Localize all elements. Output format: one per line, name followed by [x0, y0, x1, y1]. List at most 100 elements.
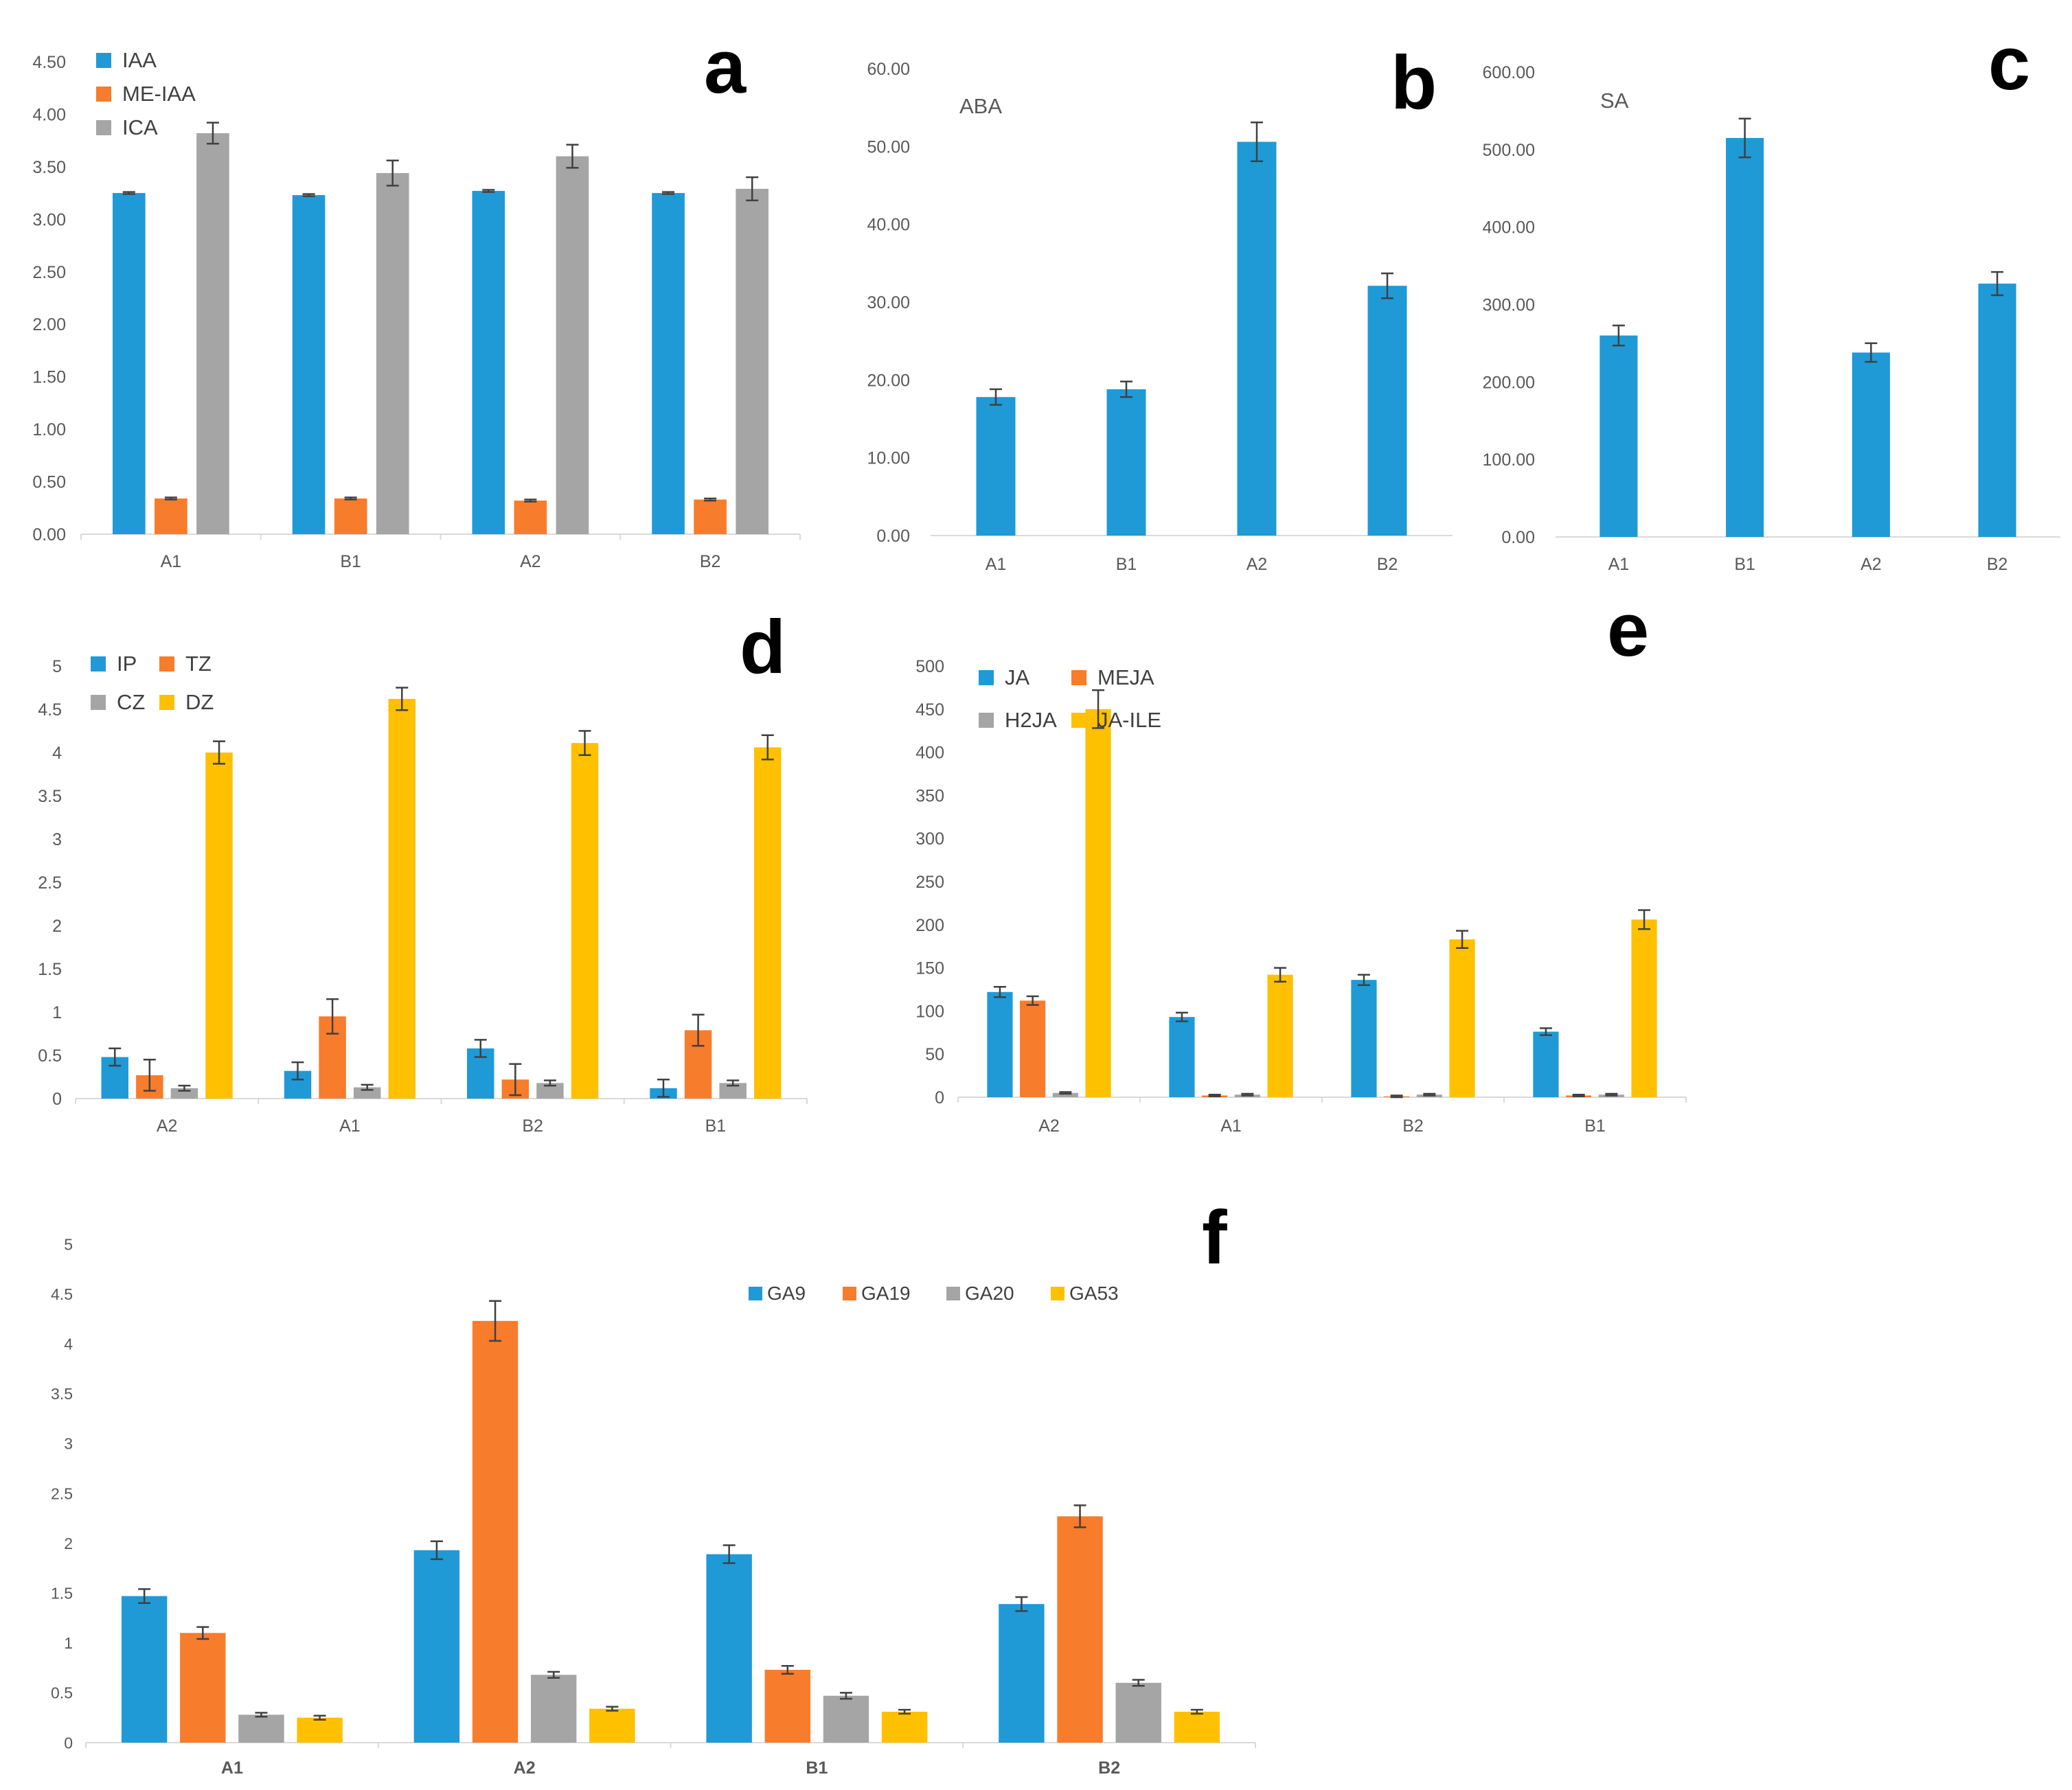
legend-swatch — [843, 1287, 856, 1300]
error-bar — [1132, 1679, 1145, 1687]
error-bar — [138, 1588, 151, 1604]
y-tick-label: 600.00 — [1483, 63, 1535, 82]
x-category-label: B2 — [1987, 555, 2008, 574]
bar-f-ga53-a1 — [297, 1717, 343, 1743]
legend-label: ME-IAA — [122, 82, 196, 106]
error-bar — [657, 1079, 670, 1098]
bar-a-ica-b2 — [736, 188, 769, 534]
y-tick-label: 5 — [52, 657, 62, 676]
bar-f-ga20-b2 — [1115, 1682, 1161, 1743]
error-bar — [206, 122, 219, 145]
legend-swatch — [96, 87, 111, 102]
x-category-label: A2 — [520, 552, 541, 571]
y-tick-label: 3.5 — [38, 787, 62, 806]
error-bar — [482, 189, 495, 193]
x-category-label: B2 — [1402, 1116, 1424, 1136]
bar-b-aba-b1 — [1106, 389, 1146, 536]
bar-f-ga19-a1 — [180, 1633, 226, 1743]
y-tick-label: 5 — [64, 1235, 73, 1253]
error-bar — [178, 1084, 191, 1092]
bar-d-cz-a2 — [170, 1088, 198, 1099]
legend-swatch — [946, 1287, 960, 1300]
legend-label: JA — [1005, 665, 1030, 689]
x-category-label: B1 — [806, 1758, 828, 1778]
bar-a-iaa-a1 — [112, 193, 146, 534]
bar-e-ja-b1 — [1533, 1031, 1559, 1097]
error-bar — [1357, 974, 1370, 986]
error-bar — [109, 1047, 122, 1067]
error-bar — [1190, 1708, 1203, 1715]
error-bar — [1423, 1092, 1436, 1097]
panel-label: b — [1391, 41, 1437, 125]
x-category-label: A1 — [339, 1116, 361, 1136]
y-tick-label: 300 — [915, 829, 944, 849]
chart-title: ABA — [959, 94, 1002, 118]
bar-a-me-iaa-b2 — [694, 499, 727, 534]
error-bar — [993, 985, 1006, 998]
error-bar — [1865, 342, 1878, 363]
y-tick-label: 1 — [52, 1003, 62, 1022]
error-bar — [722, 1544, 736, 1564]
error-bar — [386, 159, 399, 187]
legend-label: GA53 — [1069, 1283, 1119, 1304]
x-category-label: B1 — [1734, 555, 1755, 574]
x-category-label: A1 — [1608, 555, 1630, 574]
legend-label: CZ — [117, 690, 145, 714]
panel-d-chart: 0 0.5 1 1.5 2 2.5 3 3.5 4 4.5 5 A2 A1 B2 B1 d IP TZ CZ DZ — [38, 605, 808, 1136]
y-tick-label: 2 — [64, 1535, 73, 1552]
y-tick-label: 400.00 — [1483, 218, 1535, 238]
error-bar — [1456, 930, 1469, 949]
bar-e-ja-ile-b1 — [1631, 919, 1657, 1097]
y-tick-label: 3.5 — [51, 1385, 73, 1403]
y-tick-label: 4.50 — [32, 53, 66, 72]
error-bar — [474, 1039, 487, 1058]
error-bar — [313, 1714, 326, 1721]
error-bar — [578, 730, 591, 757]
y-tick-label: 30.00 — [867, 293, 910, 312]
bar-f-ga19-a2 — [472, 1320, 519, 1743]
y-tick-label: 500 — [915, 657, 944, 676]
panel-label: e — [1607, 588, 1649, 672]
error-bar — [547, 1671, 560, 1679]
error-bar — [361, 1083, 374, 1091]
panel-a-chart: 0.00 0.50 1.00 1.50 2.00 2.50 3.00 3.50 4.00 4.50… — [32, 25, 801, 571]
y-tick-label: 3.50 — [32, 158, 66, 177]
y-tick-label: 10.00 — [867, 449, 910, 468]
panel-label: a — [704, 25, 747, 109]
error-bar — [781, 1664, 794, 1675]
error-bar — [291, 1061, 304, 1081]
y-tick-label: 0.5 — [38, 1046, 62, 1066]
bar-f-ga9-a2 — [413, 1550, 460, 1743]
bar-f-ga9-b1 — [706, 1554, 752, 1743]
legend-label: DZ — [185, 690, 214, 714]
y-tick-label: 20.00 — [867, 371, 910, 390]
bar-d-cz-b2 — [536, 1083, 564, 1099]
y-tick-label: 1.50 — [32, 368, 66, 387]
y-tick-label: 0.50 — [32, 473, 66, 492]
error-bar — [122, 191, 135, 195]
bar-e-meja-a2 — [1020, 1000, 1046, 1097]
x-category-label: B1 — [705, 1116, 727, 1136]
bar-e-ja-b2 — [1351, 980, 1377, 1097]
bar-d-dz-b1 — [754, 747, 782, 1099]
y-tick-label: 300.00 — [1483, 296, 1535, 315]
x-category-label: B1 — [340, 552, 361, 571]
legend-swatch — [91, 656, 106, 672]
y-tick-label: 1 — [64, 1634, 73, 1652]
y-tick-label: 2.00 — [32, 315, 66, 334]
bar-a-ica-b1 — [376, 173, 409, 534]
error-bar — [1390, 1094, 1403, 1099]
legend-swatch — [1071, 713, 1086, 728]
error-bar — [143, 1059, 156, 1092]
panel-b-chart: 0.00 10.00 20.00 30.00 40.00 50.00 60.00 A1 B1 A2… — [867, 41, 1453, 574]
bar-e-ja-a1 — [1169, 1017, 1195, 1097]
bar-a-me-iaa-a1 — [155, 498, 187, 534]
error-bar — [990, 388, 1002, 406]
y-tick-label: 2.50 — [32, 263, 66, 282]
bar-d-dz-b2 — [571, 743, 599, 1099]
error-bar — [1073, 1504, 1086, 1528]
bar-a-ica-a2 — [556, 156, 589, 535]
error-bar — [566, 144, 579, 169]
y-tick-label: 40.00 — [867, 216, 910, 235]
y-tick-label: 450 — [915, 700, 944, 720]
